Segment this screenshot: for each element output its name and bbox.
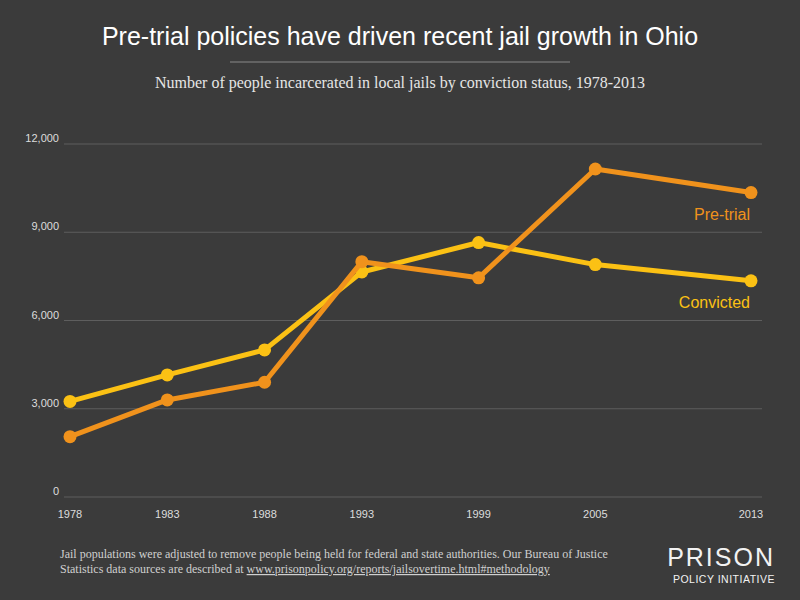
title-rule [230,62,570,63]
x-axis: 1978 1983 1988 1993 1999 2005 2013 [58,497,763,520]
y-tick-label: 12,000 [25,132,59,144]
source-text: Statistics data sources are described at [60,562,247,576]
grid-line [64,408,762,409]
series-marker [745,186,758,199]
logo-main: PRISON [667,543,775,571]
y-axis: 0 3,000 6,000 9,000 12,000 [25,132,762,497]
series-marker [472,236,485,249]
x-tick-label: 1978 [58,508,82,520]
source-link: www.prisonpolicy.org/reports/jailsoverti… [247,562,550,576]
y-tick-label: 9,000 [31,220,59,232]
x-tick-label: 1988 [252,508,276,520]
series-marker [355,255,368,268]
series-marker [589,258,602,271]
x-tick-label: 2005 [583,508,607,520]
source-note: Jail populations were adjusted to remove… [60,547,608,561]
x-tick-label: 1983 [155,508,179,520]
x-tick-label: 1993 [350,508,374,520]
series-marker [745,274,758,287]
logo-sub: POLICY INITIATIVE [673,573,775,585]
title: Pre-trial policies have driven recent ja… [102,22,698,50]
series-marker [161,393,174,406]
series-marker [161,368,174,381]
x-tick-label: 2013 [739,508,763,520]
y-tick-label: 6,000 [31,309,59,321]
grid-line [64,497,762,498]
grid-line [64,144,762,145]
series-label: Convicted [679,294,750,311]
source-note: Statistics data sources are described at… [60,562,550,576]
series-marker [64,395,77,408]
series-label: Pre-trial [694,206,750,223]
y-tick-label: 3,000 [31,397,59,409]
series-marker [258,343,271,356]
grid-line [64,232,762,233]
series-marker [472,271,485,284]
x-tick-label: 1999 [466,508,490,520]
series-marker [589,163,602,176]
series-line [70,169,751,437]
background [0,0,800,600]
plot-area [64,163,758,444]
grid-line [64,320,762,321]
subtitle: Number of people incarcerated in local j… [155,74,645,92]
chart: Pre-trial policies have driven recent ja… [0,0,800,600]
series-marker [258,376,271,389]
series-marker [64,430,77,443]
y-tick-label: 0 [53,485,59,497]
